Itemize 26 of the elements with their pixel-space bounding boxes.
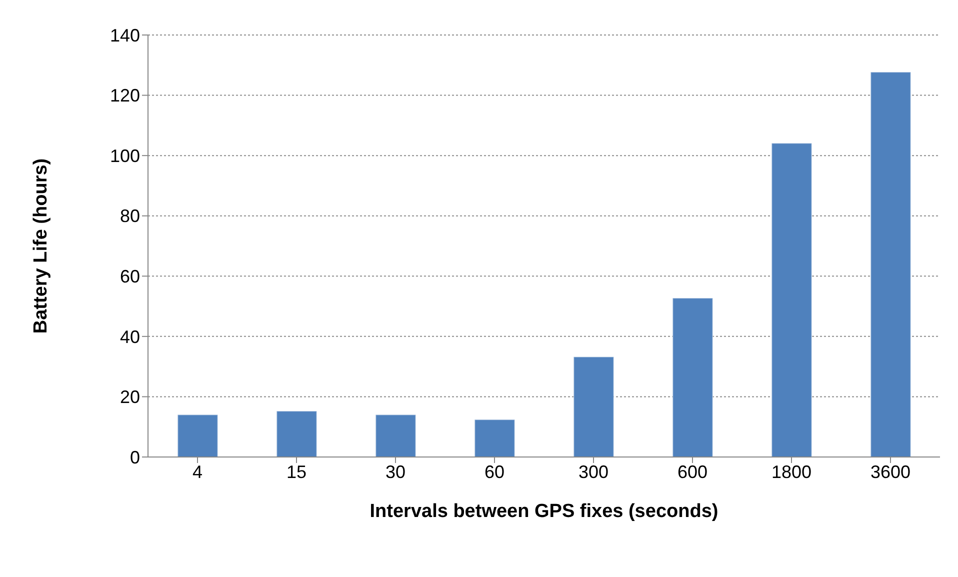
x-tick-label: 4 [192, 462, 203, 482]
y-tick-label: 80 [120, 206, 140, 226]
x-tick-label: 1800 [771, 462, 812, 482]
y-axis-title: Battery Life (hours) [30, 158, 52, 334]
y-tick-label: 0 [130, 447, 140, 468]
x-tick-label: 600 [677, 462, 708, 482]
y-tick-label: 60 [120, 266, 140, 287]
x-tick-label: 3600 [870, 462, 911, 482]
bar [672, 298, 714, 457]
bar [177, 414, 218, 457]
x-tick-label: 30 [385, 462, 406, 482]
bar [870, 72, 912, 457]
x-tick-label: 300 [578, 462, 609, 482]
y-tick-label: 120 [110, 86, 140, 106]
y-tick-label: 100 [110, 146, 140, 166]
bar [573, 356, 614, 457]
x-tick-label: 15 [286, 462, 307, 482]
bar [276, 410, 318, 457]
bar [474, 419, 516, 457]
x-tick-label: 60 [484, 462, 505, 482]
y-tick-label: 20 [120, 387, 140, 408]
x-axis-title: Intervals between GPS fixes (seconds) [370, 501, 718, 522]
bar [771, 142, 812, 457]
bar [375, 414, 416, 457]
y-tick-label: 40 [120, 326, 140, 347]
y-tick-label: 140 [110, 25, 140, 46]
